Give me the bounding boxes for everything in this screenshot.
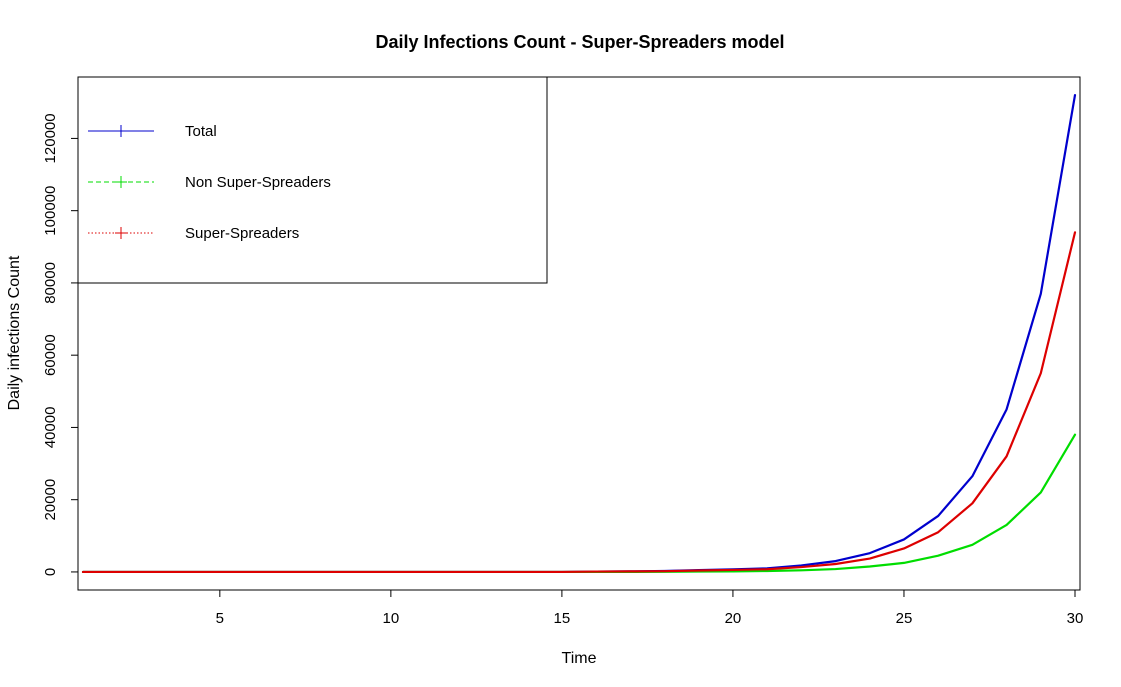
y-tick-label: 120000 — [42, 113, 59, 163]
y-tick-label: 60000 — [42, 334, 59, 376]
y-axis: 0 20000 40000 60000 80000 100000 120000 — [42, 113, 78, 576]
legend-label-non-super-spreaders: Non Super-Spreaders — [185, 174, 331, 191]
y-tick-label: 40000 — [42, 407, 59, 449]
y-tick-label: 100000 — [42, 186, 59, 236]
x-tick-label: 30 — [1067, 610, 1084, 627]
x-tick-label: 10 — [383, 610, 400, 627]
x-axis-label: Time — [562, 650, 597, 667]
x-axis: 5 10 15 20 25 30 — [216, 590, 1084, 627]
series-layer — [81, 93, 1077, 574]
x-tick-label: 25 — [896, 610, 913, 627]
legend: Total Non Super-Spreaders Super-Spreaders — [77, 76, 548, 284]
legend-label-total: Total — [185, 123, 217, 140]
y-tick-label: 80000 — [42, 262, 59, 304]
chart-title: Daily Infections Count - Super-Spreaders… — [375, 32, 784, 52]
y-tick-label: 20000 — [42, 479, 59, 521]
series-line-super-spreaders — [81, 231, 1077, 574]
x-tick-label: 20 — [725, 610, 742, 627]
plot-area — [77, 76, 1081, 591]
x-tick-label: 15 — [554, 610, 571, 627]
x-tick-label: 5 — [216, 610, 224, 627]
y-axis-label: Daily infections Count — [6, 255, 23, 410]
series-line-non-super-spreaders — [81, 433, 1077, 574]
y-tick-label: 0 — [42, 568, 59, 576]
legend-box — [77, 76, 548, 284]
legend-label-super-spreaders: Super-Spreaders — [185, 225, 299, 242]
